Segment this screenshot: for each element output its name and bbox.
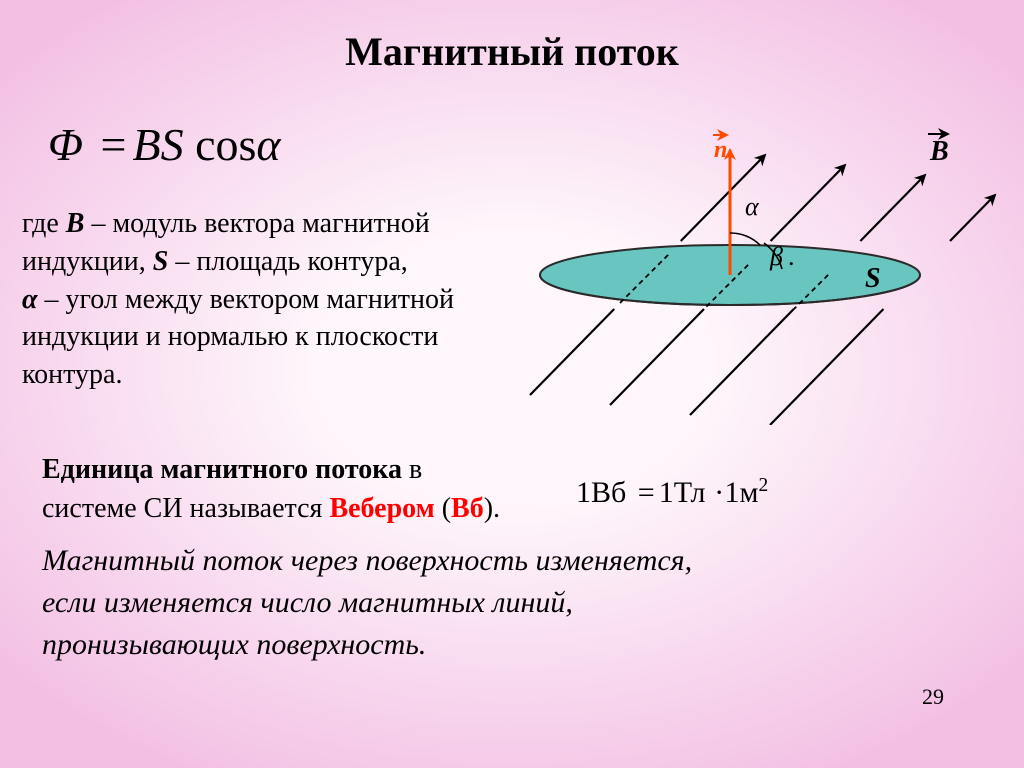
unit-l1b: в <box>402 454 422 485</box>
ueq-1m: 1м <box>725 476 759 509</box>
ueq-dot: · <box>713 476 725 509</box>
slide-content: Магнитный поток Φ =BS cosα где В – модул… <box>0 0 1024 768</box>
def-l2a: индукции, <box>22 246 153 277</box>
def-line-3: α – угол между вектором магнитной <box>22 281 454 319</box>
unit-l2d: Вб <box>451 493 484 524</box>
svg-text:.: . <box>788 242 795 271</box>
flux-diagram: n B Sαβ. <box>470 95 1000 425</box>
unit-equation: 1Вб =1Тл ·1м2 <box>576 475 768 510</box>
formula-eq: = <box>95 119 133 170</box>
unit-block: Единица магнитного потока в системе СИ н… <box>42 450 500 528</box>
def-line-5: контура. <box>22 356 454 394</box>
def-l2c: – площадь контура, <box>168 246 407 277</box>
formula-S: S <box>161 119 184 170</box>
page-number: 29 <box>922 684 944 710</box>
def-l2b: S <box>153 246 169 277</box>
definition-block: где В – модуль вектора магнитной индукци… <box>22 205 454 394</box>
svg-text:β: β <box>769 242 783 271</box>
ueq-eq: = <box>634 476 659 509</box>
stmt-l3: пронизывающих поверхность. <box>42 624 692 666</box>
unit-l2e: ). <box>484 493 500 524</box>
stmt-l1: Магнитный поток через поверхность изменя… <box>42 540 692 582</box>
stmt-l2: если изменяется число магнитных линий, <box>42 582 692 624</box>
def-line-1: где В – модуль вектора магнитной <box>22 205 454 243</box>
ueq-sup: 2 <box>759 475 769 496</box>
formula-B: B <box>132 119 160 170</box>
ueq-1wb: 1Вб <box>576 476 626 509</box>
ueq-1tl: 1Тл <box>659 476 706 509</box>
svg-text:α: α <box>745 192 760 221</box>
formula-cos: cos <box>195 119 256 170</box>
formula-phi: Φ <box>48 119 83 170</box>
def-l3b: – угол между вектором магнитной <box>38 284 455 315</box>
unit-line-1: Единица магнитного потока в <box>42 450 500 489</box>
page-title: Магнитный поток <box>0 0 1024 75</box>
unit-l2a: системе СИ называется <box>42 493 329 524</box>
svg-text:n: n <box>714 137 727 163</box>
unit-l2b: Вебером <box>329 493 434 524</box>
def-l1b: В <box>66 208 85 239</box>
def-line-4: индукции и нормалью к плоскости <box>22 318 454 356</box>
def-l3a: α <box>22 284 38 315</box>
formula-alpha: α <box>256 119 280 170</box>
def-line-2: индукции, S – площадь контура, <box>22 243 454 281</box>
unit-l2c: ( <box>435 493 451 524</box>
unit-line-2: системе СИ называется Вебером (Вб). <box>42 489 500 528</box>
unit-l1a: Единица магнитного потока <box>42 454 402 485</box>
def-l1c: – модуль вектора магнитной <box>84 208 429 239</box>
statement-block: Магнитный поток через поверхность изменя… <box>42 540 692 666</box>
main-formula: Φ =BS cosα <box>48 118 281 171</box>
def-l1a: где <box>22 208 66 239</box>
svg-text:S: S <box>865 263 881 294</box>
svg-text:B: B <box>929 136 949 167</box>
